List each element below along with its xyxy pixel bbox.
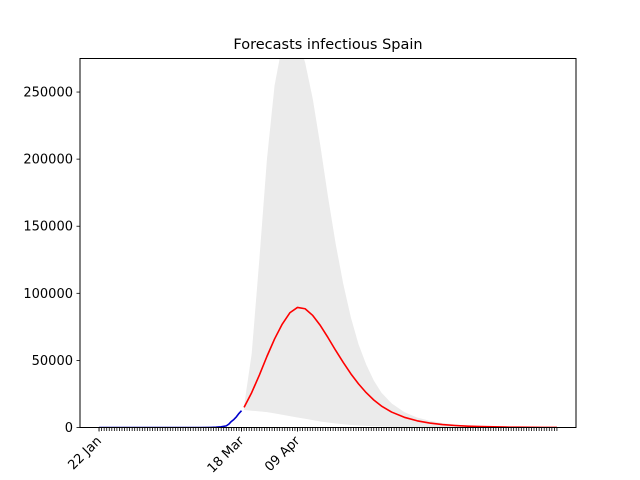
x-axis: 22 Jan 18 Mar 09 Apr — [66, 427, 304, 476]
y-tick-label: 150000 — [23, 220, 73, 235]
x-tick-label: 09 Apr — [262, 433, 304, 475]
y-axis: 0 50000 100000 150000 200000 250000 — [23, 86, 80, 436]
plot-area — [99, 58, 557, 428]
y-tick-label: 0 — [65, 421, 73, 436]
y-tick-label: 200000 — [23, 153, 73, 168]
chart-title: Forecasts infectious Spain — [233, 37, 422, 53]
x-tick-label: 22 Jan — [66, 434, 105, 473]
y-tick-label: 50000 — [32, 354, 73, 369]
axes-frame — [79, 58, 577, 428]
observed-line — [99, 410, 243, 428]
y-tick-label: 100000 — [23, 287, 73, 302]
x-minor-ticks — [98, 427, 558, 431]
forecast-band — [244, 58, 557, 428]
y-tick-label: 250000 — [23, 86, 73, 101]
forecast-line — [243, 306, 557, 428]
x-tick-label: 18 Mar — [205, 433, 248, 476]
